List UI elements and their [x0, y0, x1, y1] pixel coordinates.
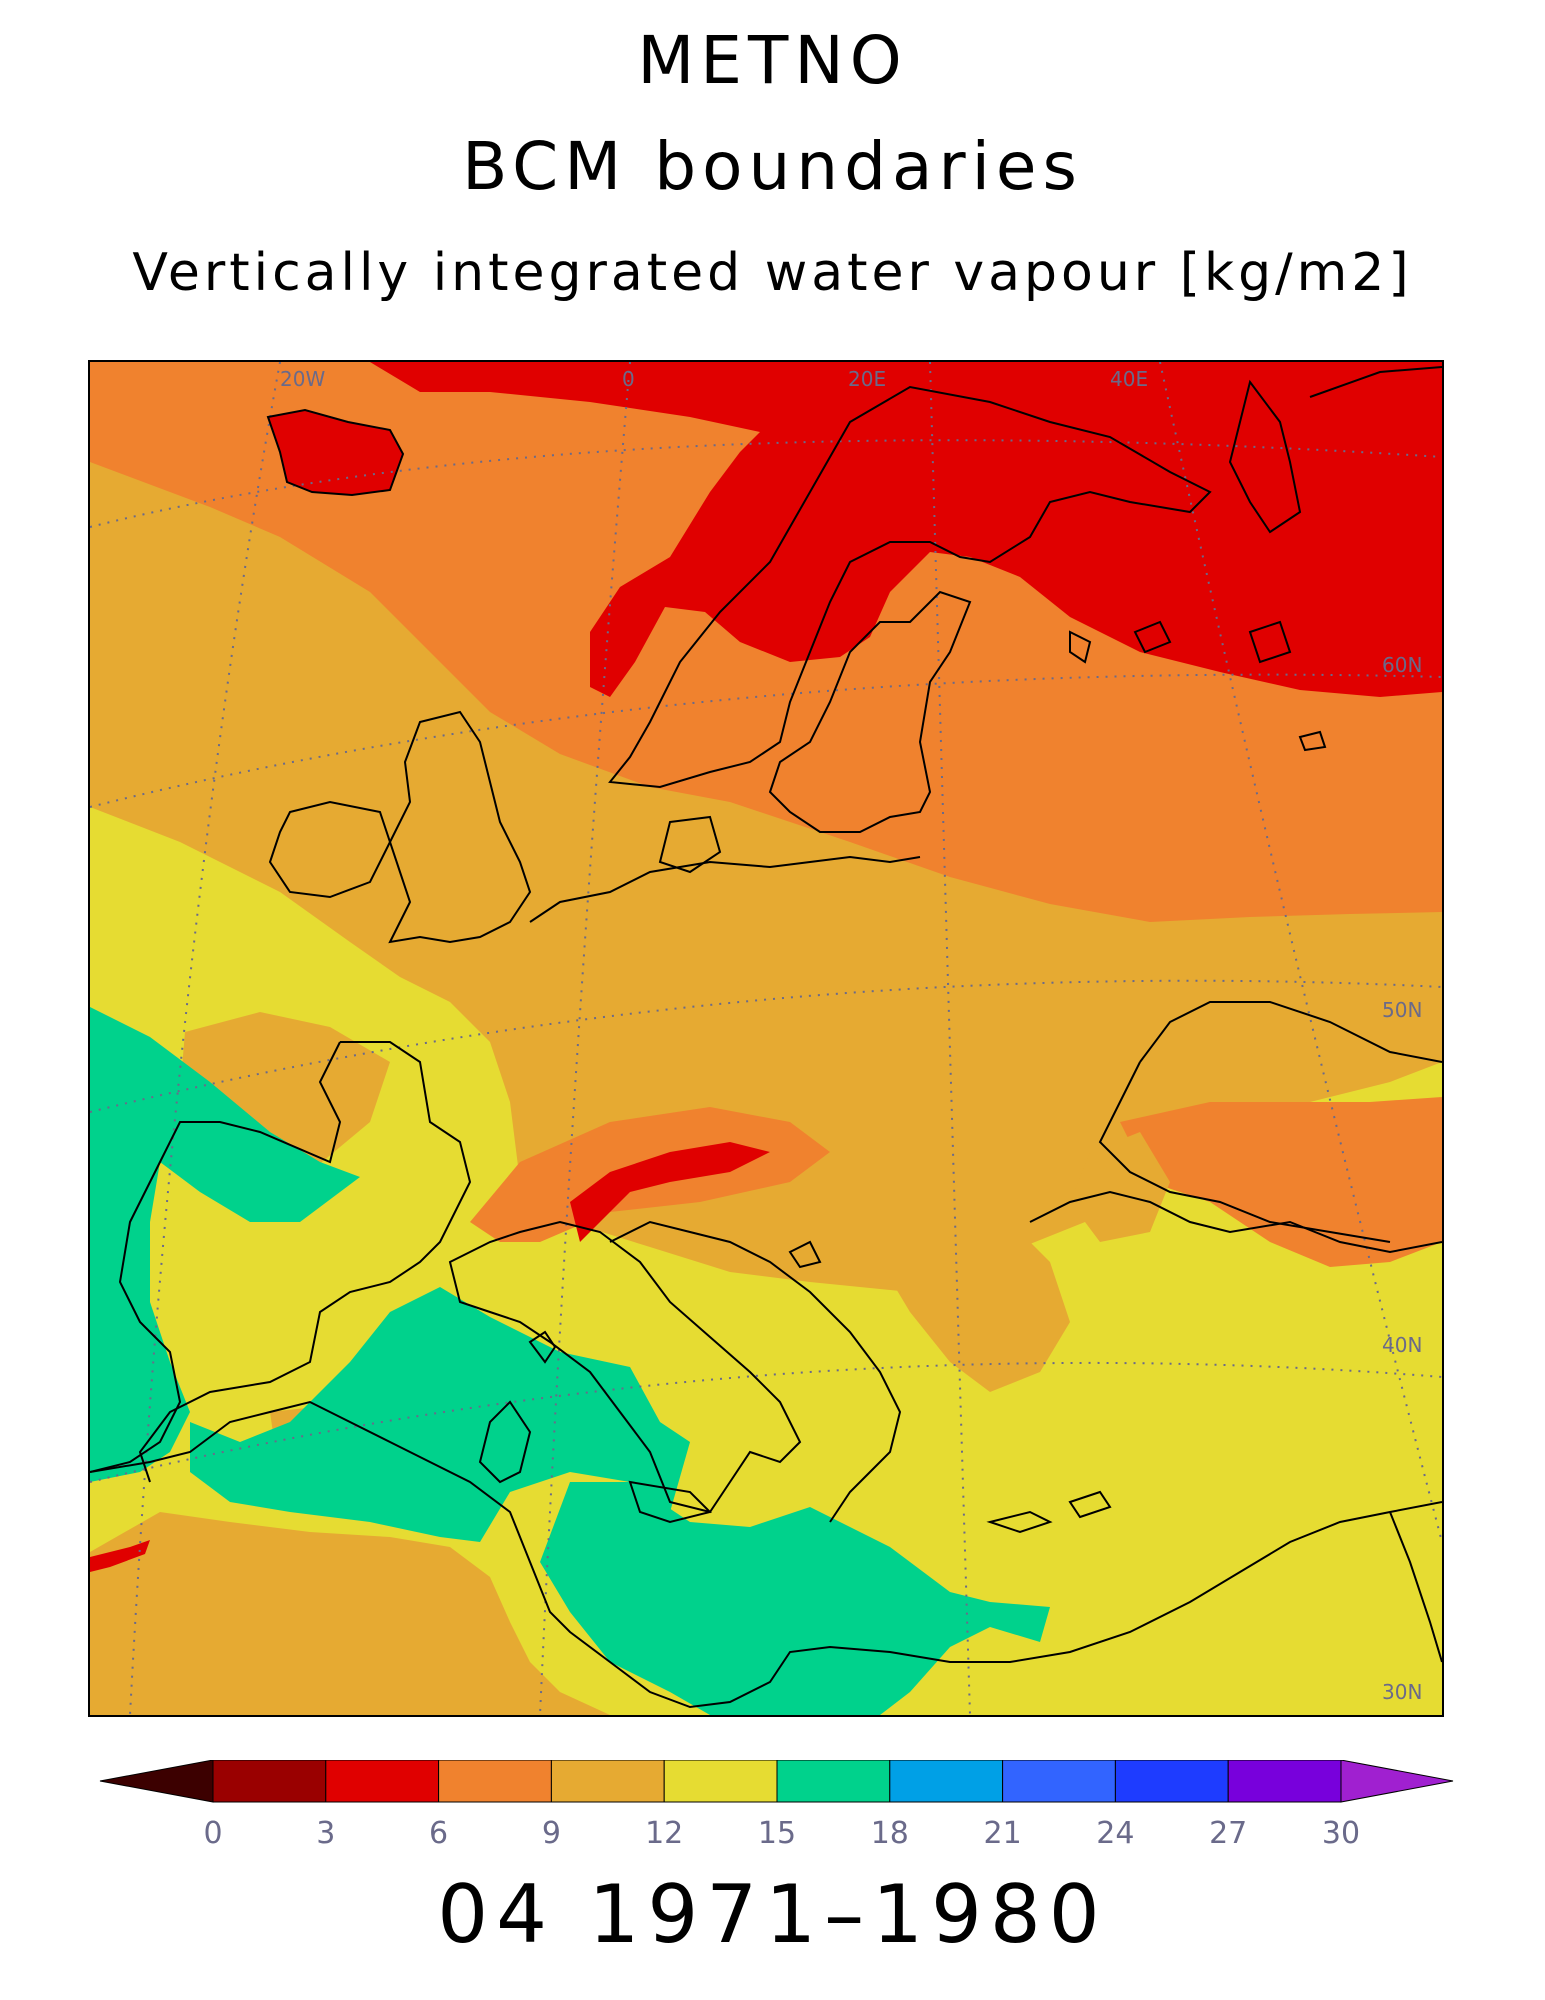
field-orange-africa [90, 1512, 610, 1715]
water-vapour-map: 20W 0 20E 40E 60N 50N 40N 30N [90, 362, 1442, 1715]
colorbar-swatch [1002, 1760, 1116, 1803]
field-green-atlantic [90, 1007, 360, 1482]
graticule [90, 362, 1442, 1715]
lat-label-40n: 40N [1382, 1333, 1422, 1357]
colorbar-tick-label: 24 [1096, 1816, 1134, 1851]
colorbar-swatch [325, 1760, 440, 1803]
lon-label-40e: 40E [1110, 367, 1148, 391]
coastlines [90, 366, 1442, 1709]
field-red-alps [570, 1142, 770, 1242]
lat-label-60n: 60N [1382, 653, 1422, 677]
colorbar-below-arrow [99, 1760, 214, 1803]
title-line-1: METNO [637, 22, 908, 99]
colorbar-swatch [889, 1760, 1004, 1803]
title-line-3: Vertically integrated water vapour [kg/m… [132, 243, 1413, 303]
colorbar-tick-label: 3 [316, 1816, 335, 1851]
field-green-med-west [190, 1287, 690, 1542]
colorbar-tick-label: 30 [1322, 1816, 1360, 1851]
colorbar-above-arrow [1340, 1760, 1454, 1803]
lat-label-50n: 50N [1382, 998, 1422, 1022]
colorbar-tick-label: 27 [1209, 1816, 1247, 1851]
field-orange-turkey-2 [1070, 1132, 1170, 1242]
colorbar-tick-label: 21 [984, 1816, 1022, 1851]
lon-label-0: 0 [622, 367, 635, 391]
period-label: 04 1971–1980 [437, 1868, 1108, 1961]
lat-label-30n: 30N [1382, 1680, 1422, 1704]
colorbar-tick-label: 9 [542, 1816, 561, 1851]
colorbar-swatch [663, 1760, 778, 1803]
colorbar-tick-label: 15 [758, 1816, 796, 1851]
colorbar-swatch [550, 1760, 665, 1803]
colorbar-swatch [776, 1760, 891, 1803]
colorbar-swatch [1114, 1760, 1229, 1803]
field-orange-turkey [1120, 1097, 1442, 1267]
colorbar-tick-label: 6 [429, 1816, 448, 1851]
colorbar-tick-label: 12 [645, 1816, 683, 1851]
lon-label-20e: 20E [848, 367, 886, 391]
map-panel: 20W 0 20E 40E 60N 50N 40N 30N [88, 360, 1444, 1717]
colorbar-swatch [212, 1760, 327, 1803]
graticule-labels: 20W 0 20E 40E 60N 50N 40N 30N [280, 367, 1422, 1704]
colorbar-swatch [438, 1760, 552, 1803]
field-red-atlas [90, 1540, 150, 1572]
colorbar-swatch [1227, 1760, 1342, 1803]
colorbar: 0 3 6 9 12 15 18 21 24 27 30 [99, 1760, 1454, 1851]
field-orange-balkans [870, 1192, 1070, 1392]
colorbar-tick-label: 18 [871, 1816, 909, 1851]
lon-label-20w: 20W [280, 367, 325, 391]
field-red-north [370, 362, 1442, 697]
colorbar-tick-label: 0 [203, 1816, 222, 1851]
field-red-iceland [268, 410, 403, 495]
title-line-2: BCM boundaries [462, 128, 1083, 205]
